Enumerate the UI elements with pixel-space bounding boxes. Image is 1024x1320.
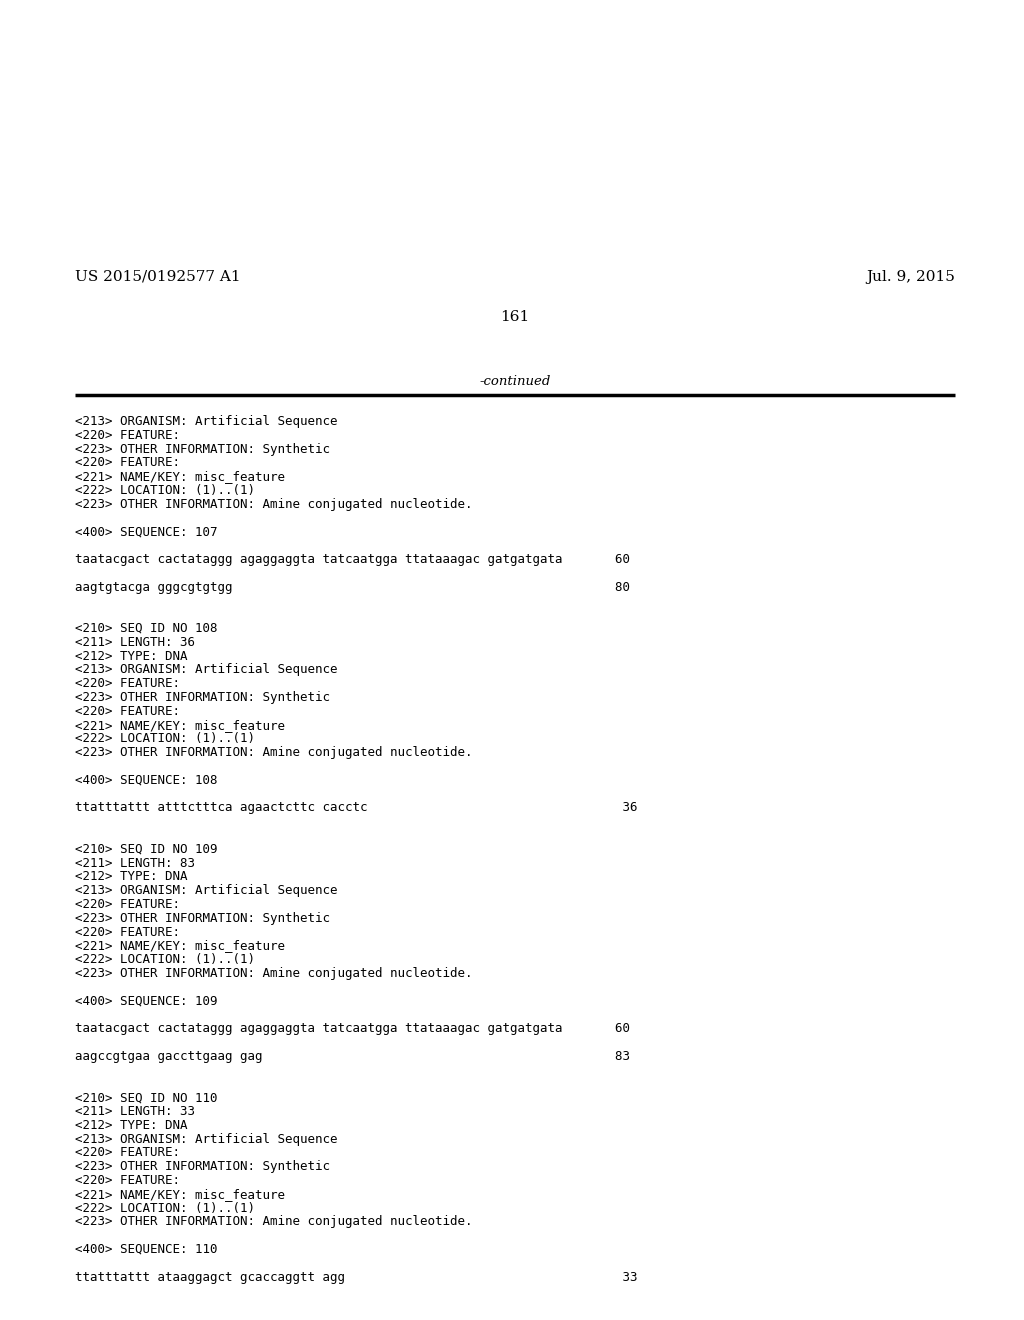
Text: <211> LENGTH: 33: <211> LENGTH: 33: [75, 1105, 195, 1118]
Text: <210> SEQ ID NO 108: <210> SEQ ID NO 108: [75, 622, 217, 635]
Text: <221> NAME/KEY: misc_feature: <221> NAME/KEY: misc_feature: [75, 470, 285, 483]
Text: <223> OTHER INFORMATION: Amine conjugated nucleotide.: <223> OTHER INFORMATION: Amine conjugate…: [75, 746, 472, 759]
Text: <220> FEATURE:: <220> FEATURE:: [75, 705, 180, 718]
Text: <212> TYPE: DNA: <212> TYPE: DNA: [75, 1119, 187, 1131]
Text: <223> OTHER INFORMATION: Synthetic: <223> OTHER INFORMATION: Synthetic: [75, 912, 330, 925]
Text: <220> FEATURE:: <220> FEATURE:: [75, 925, 180, 939]
Text: <222> LOCATION: (1)..(1): <222> LOCATION: (1)..(1): [75, 1201, 255, 1214]
Text: US 2015/0192577 A1: US 2015/0192577 A1: [75, 271, 241, 284]
Text: -continued: -continued: [479, 375, 551, 388]
Text: ttatttattt ataaggagct gcaccaggtt agg                                     33: ttatttattt ataaggagct gcaccaggtt agg 33: [75, 1271, 638, 1283]
Text: <211> LENGTH: 83: <211> LENGTH: 83: [75, 857, 195, 870]
Text: <223> OTHER INFORMATION: Amine conjugated nucleotide.: <223> OTHER INFORMATION: Amine conjugate…: [75, 968, 472, 979]
Text: <213> ORGANISM: Artificial Sequence: <213> ORGANISM: Artificial Sequence: [75, 884, 338, 898]
Text: <400> SEQUENCE: 110: <400> SEQUENCE: 110: [75, 1243, 217, 1257]
Text: Jul. 9, 2015: Jul. 9, 2015: [866, 271, 955, 284]
Text: ttatttattt atttctttca agaactcttc cacctc                                  36: ttatttattt atttctttca agaactcttc cacctc …: [75, 801, 638, 814]
Text: <221> NAME/KEY: misc_feature: <221> NAME/KEY: misc_feature: [75, 1188, 285, 1201]
Text: <210> SEQ ID NO 110: <210> SEQ ID NO 110: [75, 1092, 217, 1105]
Text: <223> OTHER INFORMATION: Synthetic: <223> OTHER INFORMATION: Synthetic: [75, 1160, 330, 1173]
Text: aagccgtgaa gaccttgaag gag                                               83: aagccgtgaa gaccttgaag gag 83: [75, 1049, 630, 1063]
Text: <221> NAME/KEY: misc_feature: <221> NAME/KEY: misc_feature: [75, 940, 285, 953]
Text: <220> FEATURE:: <220> FEATURE:: [75, 1173, 180, 1187]
Text: taatacgact cactataggg agaggaggta tatcaatgga ttataaagac gatgatgata       60: taatacgact cactataggg agaggaggta tatcaat…: [75, 1022, 630, 1035]
Text: taatacgact cactataggg agaggaggta tatcaatgga ttataaagac gatgatgata       60: taatacgact cactataggg agaggaggta tatcaat…: [75, 553, 630, 566]
Text: <220> FEATURE:: <220> FEATURE:: [75, 1146, 180, 1159]
Text: <220> FEATURE:: <220> FEATURE:: [75, 677, 180, 690]
Text: <213> ORGANISM: Artificial Sequence: <213> ORGANISM: Artificial Sequence: [75, 414, 338, 428]
Text: <400> SEQUENCE: 107: <400> SEQUENCE: 107: [75, 525, 217, 539]
Text: <211> LENGTH: 36: <211> LENGTH: 36: [75, 636, 195, 649]
Text: <220> FEATURE:: <220> FEATURE:: [75, 429, 180, 442]
Text: <213> ORGANISM: Artificial Sequence: <213> ORGANISM: Artificial Sequence: [75, 1133, 338, 1146]
Text: <221> NAME/KEY: misc_feature: <221> NAME/KEY: misc_feature: [75, 718, 285, 731]
Text: <400> SEQUENCE: 108: <400> SEQUENCE: 108: [75, 774, 217, 787]
Text: <213> ORGANISM: Artificial Sequence: <213> ORGANISM: Artificial Sequence: [75, 664, 338, 676]
Text: <223> OTHER INFORMATION: Synthetic: <223> OTHER INFORMATION: Synthetic: [75, 690, 330, 704]
Text: <212> TYPE: DNA: <212> TYPE: DNA: [75, 870, 187, 883]
Text: <212> TYPE: DNA: <212> TYPE: DNA: [75, 649, 187, 663]
Text: <220> FEATURE:: <220> FEATURE:: [75, 898, 180, 911]
Text: <222> LOCATION: (1)..(1): <222> LOCATION: (1)..(1): [75, 953, 255, 966]
Text: <222> LOCATION: (1)..(1): <222> LOCATION: (1)..(1): [75, 733, 255, 746]
Text: <400> SEQUENCE: 109: <400> SEQUENCE: 109: [75, 994, 217, 1007]
Text: <210> SEQ ID NO 109: <210> SEQ ID NO 109: [75, 842, 217, 855]
Text: <223> OTHER INFORMATION: Synthetic: <223> OTHER INFORMATION: Synthetic: [75, 442, 330, 455]
Text: <220> FEATURE:: <220> FEATURE:: [75, 457, 180, 470]
Text: <223> OTHER INFORMATION: Amine conjugated nucleotide.: <223> OTHER INFORMATION: Amine conjugate…: [75, 1216, 472, 1229]
Text: <223> OTHER INFORMATION: Amine conjugated nucleotide.: <223> OTHER INFORMATION: Amine conjugate…: [75, 498, 472, 511]
Text: <222> LOCATION: (1)..(1): <222> LOCATION: (1)..(1): [75, 484, 255, 498]
Text: aagtgtacga gggcgtgtgg                                                   80: aagtgtacga gggcgtgtgg 80: [75, 581, 630, 594]
Text: 161: 161: [501, 310, 529, 323]
